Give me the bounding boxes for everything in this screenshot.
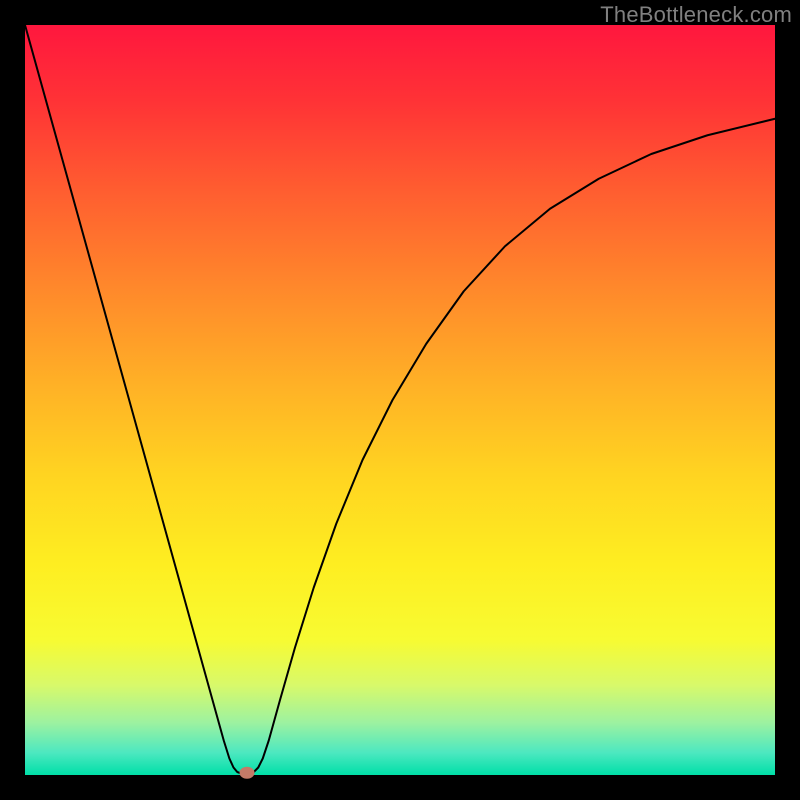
plot-background	[25, 25, 775, 775]
bottleneck-chart	[0, 0, 800, 800]
chart-container: TheBottleneck.com	[0, 0, 800, 800]
watermark-text: TheBottleneck.com	[600, 2, 792, 28]
optimal-point-marker	[240, 767, 255, 779]
